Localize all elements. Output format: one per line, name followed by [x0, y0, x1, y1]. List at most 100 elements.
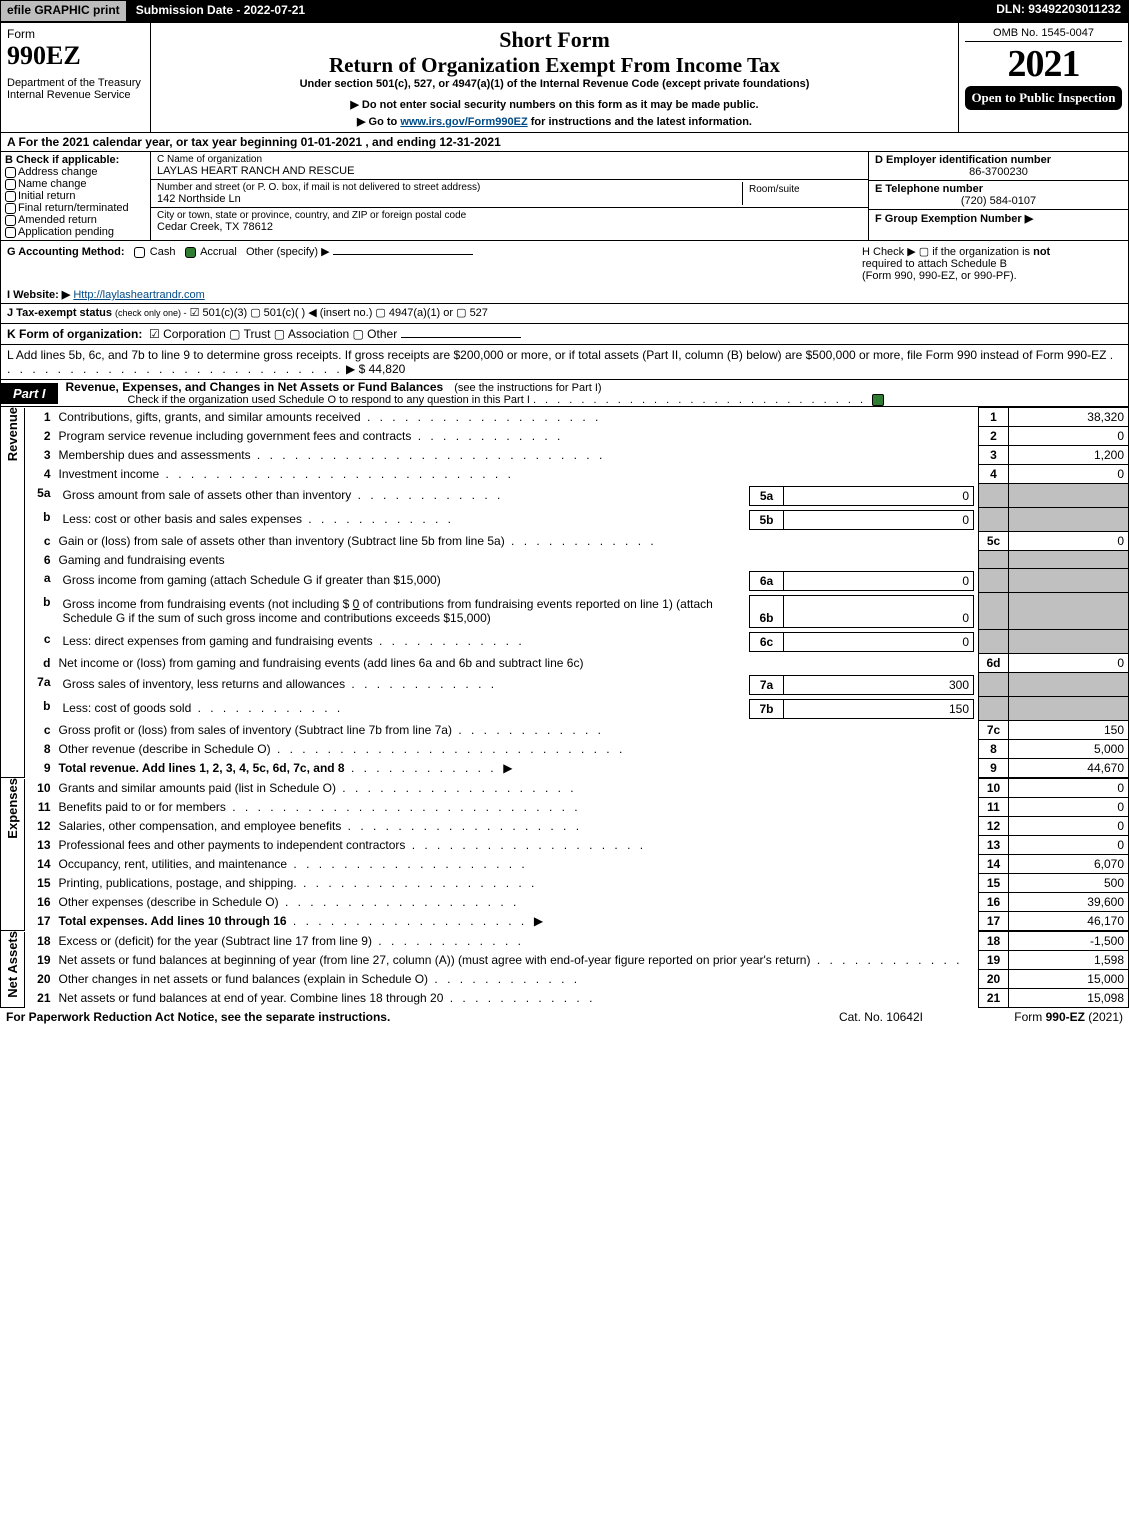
row-g: G Accounting Method: Cash Accrual Other …: [7, 245, 1122, 282]
f-label: F Group Exemption Number ▶: [869, 209, 1128, 225]
h-text2: required to attach Schedule B: [862, 258, 1007, 270]
checkbox-icon[interactable]: [5, 203, 16, 214]
d: Excess or (deficit) for the year (Subtra…: [59, 934, 372, 948]
fr-pre: Form: [1014, 1010, 1045, 1024]
line-14: 14Occupancy, rent, utilities, and mainte…: [25, 855, 1129, 874]
b-item-0: Address change: [5, 166, 146, 178]
line-1: 1Contributions, gifts, grants, and simil…: [25, 408, 1129, 427]
line-8: 8Other revenue (describe in Schedule O)8…: [25, 740, 1129, 759]
n: 6d: [979, 654, 1009, 673]
part1-tab: Part I: [1, 383, 58, 404]
form-number: 990EZ: [7, 41, 144, 71]
part1-sub: (see the instructions for Part I): [454, 382, 601, 394]
line-5c: cGain or (loss) from sale of assets othe…: [25, 532, 1129, 551]
line-6a: aGross income from gaming (attach Schedu…: [25, 569, 1129, 593]
n: 5c: [979, 532, 1009, 551]
sa: 0: [784, 571, 974, 590]
dept-1: Department of the Treasury: [7, 77, 144, 89]
b-lbl-2: Initial return: [18, 190, 75, 202]
sa: 0: [784, 595, 974, 627]
sa: 0: [784, 632, 974, 651]
b-item-5: Application pending: [5, 226, 146, 238]
c-street-block: Number and street (or P. O. box, if mail…: [151, 180, 868, 208]
room-label: Room/suite: [749, 184, 856, 195]
expenses-block: Expenses 10Grants and similar amounts pa…: [0, 778, 1129, 931]
checkbox-icon[interactable]: [5, 191, 16, 202]
dots: [533, 394, 866, 406]
n: 19: [979, 951, 1009, 970]
line-18: 18 Excess or (deficit) for the year (Subt…: [25, 932, 1129, 951]
d: Gaming and fundraising events: [55, 551, 979, 569]
sa: 150: [784, 699, 974, 718]
d: Other revenue (describe in Schedule O): [59, 742, 271, 756]
a: 0: [1009, 654, 1129, 673]
b-lbl-1: Name change: [18, 178, 87, 190]
line-6b: bGross income from fundraising events (n…: [25, 593, 1129, 630]
sn: 6a: [750, 571, 784, 590]
d: Net assets or fund balances at beginning…: [59, 953, 811, 967]
irs-link[interactable]: www.irs.gov/Form990EZ: [400, 116, 527, 128]
room-suite: Room/suite: [742, 182, 862, 205]
line-21: 21Net assets or fund balances at end of …: [25, 989, 1129, 1008]
checkbox-icon[interactable]: [5, 227, 16, 238]
line-17: 17Total expenses. Add lines 10 through 1…: [25, 912, 1129, 931]
header-left: Form 990EZ Department of the Treasury In…: [1, 23, 151, 132]
h-not: not: [1033, 246, 1050, 258]
checkbox-icon[interactable]: [5, 179, 16, 190]
b-item-2: Initial return: [5, 190, 146, 202]
fr-bold: 990-EZ: [1046, 1010, 1085, 1024]
netassets-sidebar: Net Assets: [0, 931, 24, 1008]
sn: 7a: [750, 675, 784, 694]
sa: 0: [784, 486, 974, 505]
row-j: J Tax-exempt status (check only one) - ☑…: [1, 303, 1128, 319]
n: 4: [979, 465, 1009, 484]
c-label: C Name of organization: [157, 154, 862, 165]
dln-label: DLN: 93492203011232: [988, 0, 1129, 22]
sn: 5b: [750, 510, 784, 529]
expenses-label: Expenses: [5, 778, 20, 839]
b-item-3: Final return/terminated: [5, 202, 146, 214]
footer: For Paperwork Reduction Act Notice, see …: [0, 1008, 1129, 1026]
street: 142 Northside Ln: [157, 193, 742, 205]
line-7c: cGross profit or (loss) from sales of in…: [25, 721, 1129, 740]
checkbox-icon[interactable]: [5, 167, 16, 178]
d1: Gross income from fundraising events (no…: [63, 597, 353, 611]
a: 46,170: [1009, 912, 1129, 931]
efile-btn[interactable]: efile GRAPHIC print: [0, 0, 127, 22]
d: Salaries, other compensation, and employ…: [59, 819, 342, 833]
n: 18: [979, 932, 1009, 951]
footer-right: Form 990-EZ (2021): [923, 1010, 1123, 1024]
checkbox-icon[interactable]: [872, 394, 884, 406]
d: Professional fees and other payments to …: [59, 838, 406, 852]
b-lbl-0: Address change: [18, 166, 98, 178]
g-cash: Cash: [150, 246, 176, 258]
city-label: City or town, state or province, country…: [157, 210, 862, 221]
a: 500: [1009, 874, 1129, 893]
checkbox-icon[interactable]: [185, 247, 196, 258]
sa: 0: [784, 510, 974, 529]
n: 12: [979, 817, 1009, 836]
line-15: 15Printing, publications, postage, and s…: [25, 874, 1129, 893]
a: 15,098: [1009, 989, 1129, 1008]
netassets-label: Net Assets: [5, 931, 20, 998]
website-link[interactable]: Http://laylasheartrandr.com: [73, 289, 204, 301]
sub3-post: for instructions and the latest informat…: [528, 116, 752, 128]
line-11: 11Benefits paid to or for members110: [25, 798, 1129, 817]
n: 17: [979, 912, 1009, 931]
a: 0: [1009, 465, 1129, 484]
checkbox-icon[interactable]: [134, 247, 145, 258]
form-label: Form: [7, 27, 144, 41]
checkbox-icon[interactable]: [5, 215, 16, 226]
row-a: A For the 2021 calendar year, or tax yea…: [0, 133, 1129, 152]
a: 0: [1009, 836, 1129, 855]
j-label: J Tax-exempt status: [7, 307, 112, 319]
sn: 5a: [750, 486, 784, 505]
topbar-spacer: [314, 0, 988, 22]
header-center: Short Form Return of Organization Exempt…: [151, 23, 958, 132]
b-item-4: Amended return: [5, 214, 146, 226]
submission-date: Submission Date - 2022-07-21: [127, 0, 314, 22]
line-9: 9Total revenue. Add lines 1, 2, 3, 4, 5c…: [25, 759, 1129, 778]
n: 2: [979, 427, 1009, 446]
check-text: Check if the organization used Schedule …: [128, 394, 530, 406]
line-5a: 5aGross amount from sale of assets other…: [25, 484, 1129, 508]
